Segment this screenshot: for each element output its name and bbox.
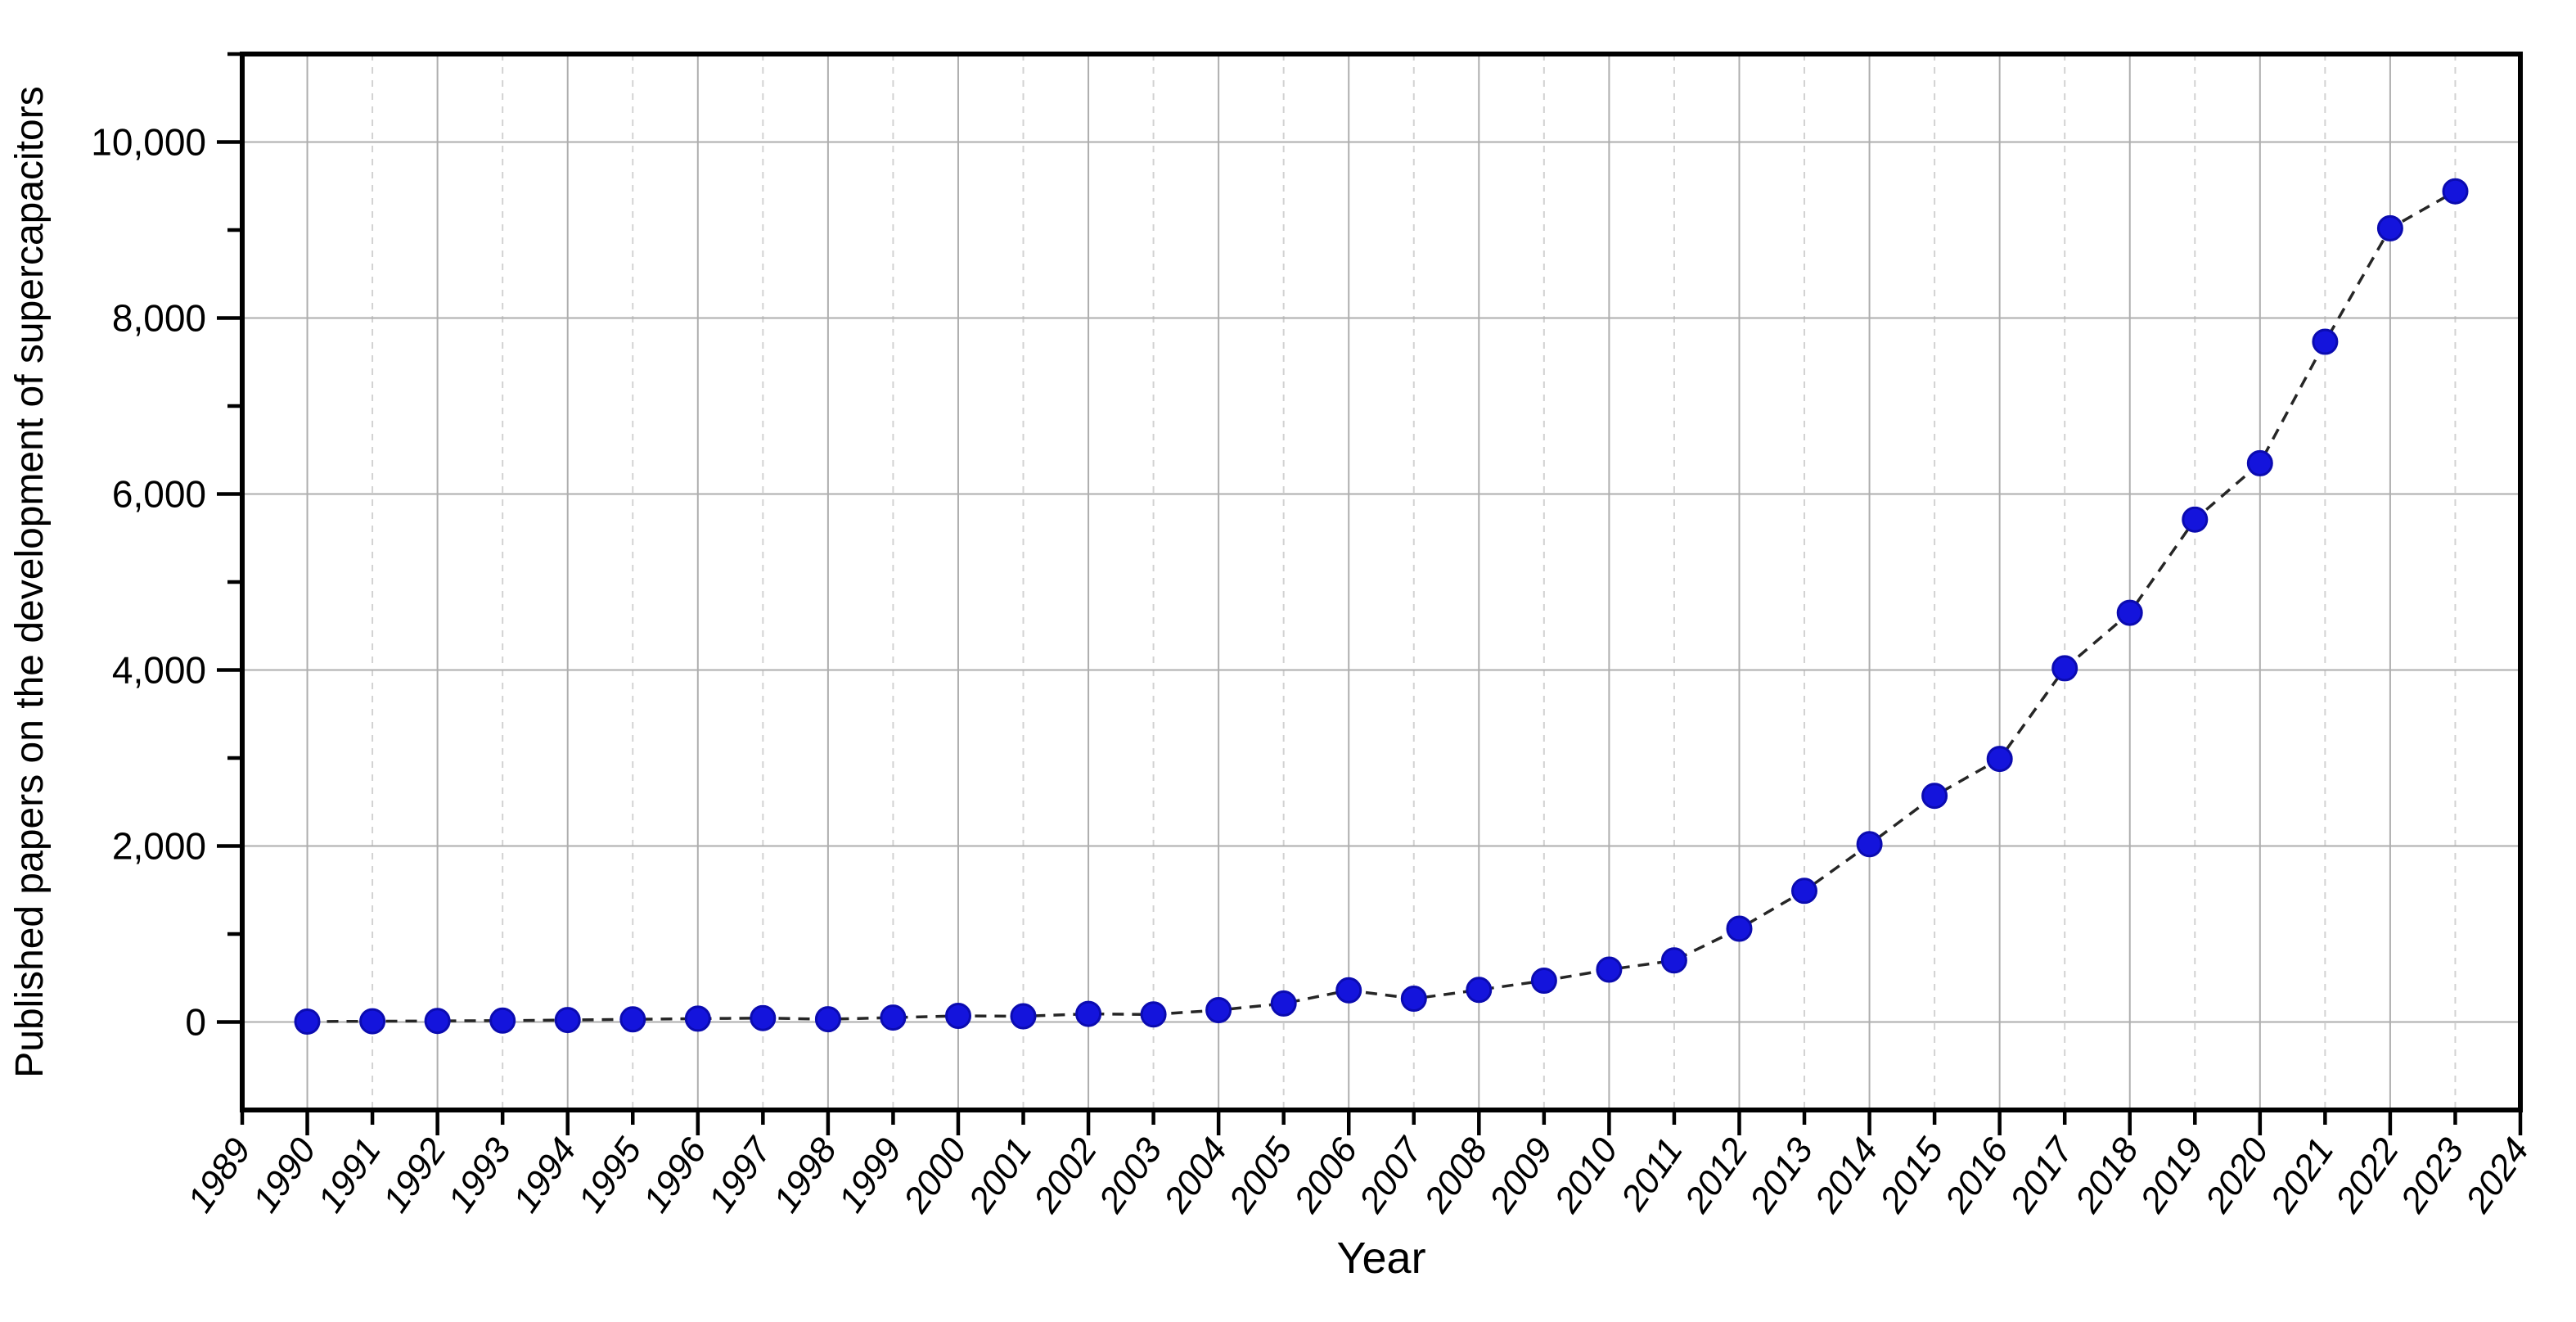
y-tick-label: 2,000	[112, 825, 206, 868]
data-point	[750, 1004, 777, 1031]
data-point	[814, 1006, 841, 1033]
data-point	[1986, 746, 2013, 773]
x-tick-label: 2003	[1091, 1130, 1170, 1220]
x-tick-label: 2016	[1937, 1130, 2016, 1220]
x-tick-label: 1999	[831, 1131, 909, 1220]
data-point	[1270, 990, 1297, 1017]
x-tick-label: 2018	[2067, 1130, 2146, 1220]
x-tick-label: 2005	[1221, 1130, 1300, 1220]
x-tick-label: 2022	[2327, 1131, 2407, 1220]
x-tick-label: 1994	[506, 1131, 584, 1220]
data-point	[1075, 1000, 1102, 1027]
data-point	[1335, 977, 1362, 1004]
y-tick-label: 6,000	[112, 473, 206, 516]
data-point	[554, 1007, 581, 1034]
x-tick-label: 1998	[766, 1130, 845, 1220]
plot-border	[240, 52, 2523, 1112]
x-tick-label: 2013	[1741, 1130, 1821, 1220]
x-tick-label: 1993	[440, 1130, 520, 1220]
data-point	[619, 1006, 646, 1033]
data-point	[424, 1008, 451, 1035]
x-tick-label: 2020	[2197, 1130, 2277, 1220]
data-point	[1856, 831, 1883, 858]
x-tick-label: 2008	[1416, 1130, 1496, 1220]
data-point	[1660, 947, 1687, 974]
data-point	[489, 1007, 516, 1034]
x-tick-label: 2021	[2263, 1131, 2342, 1220]
data-point	[1596, 956, 1623, 983]
data-point	[359, 1008, 386, 1035]
x-tick-label: 1992	[376, 1131, 454, 1220]
y-axis-title: Published papers on the development of s…	[8, 86, 52, 1077]
data-point	[1726, 915, 1753, 942]
x-tick-label: 2007	[1351, 1130, 1431, 1220]
data-point	[2116, 599, 2143, 626]
data-point	[684, 1005, 711, 1032]
x-tick-label: 2006	[1286, 1130, 1366, 1220]
data-point	[880, 1004, 907, 1031]
data-point	[2246, 449, 2273, 476]
data-point	[2442, 178, 2469, 205]
y-tick-label: 4,000	[112, 649, 206, 692]
x-tick-label: 2000	[895, 1130, 975, 1220]
data-point	[1791, 878, 1817, 905]
x-tick-label: 1989	[180, 1131, 259, 1220]
y-tick-label: 8,000	[112, 297, 206, 340]
data-point	[1010, 1003, 1037, 1030]
x-axis-title: Year	[1336, 1234, 1425, 1283]
x-tick-label: 1996	[636, 1130, 715, 1220]
x-tick-label: 2014	[1807, 1131, 1886, 1220]
x-tick-label: 2019	[2132, 1131, 2212, 1220]
y-tick-label: 10,000	[91, 121, 206, 164]
data-point	[2376, 214, 2403, 241]
data-point	[1205, 997, 1232, 1023]
x-tick-label: 2004	[1155, 1131, 1235, 1220]
series-line	[307, 190, 2457, 1023]
x-tick-label: 2010	[1547, 1130, 1626, 1220]
x-tick-label: 1990	[245, 1130, 324, 1220]
series-layer	[294, 178, 2469, 1035]
data-point	[945, 1003, 971, 1029]
data-point	[1140, 1001, 1167, 1028]
axis-layer	[217, 52, 2523, 1135]
data-point	[1466, 977, 1493, 1004]
x-tick-label: 1997	[700, 1130, 780, 1220]
x-tick-label: 2023	[2393, 1130, 2472, 1220]
grid-layer	[242, 54, 2520, 1110]
x-tick-label: 2011	[1613, 1131, 1691, 1218]
x-tick-label: 2002	[1025, 1131, 1105, 1220]
data-point	[1921, 783, 1948, 810]
data-point	[2312, 328, 2339, 355]
data-point	[2051, 655, 2078, 682]
x-tick-label: 2001	[961, 1131, 1040, 1220]
x-tick-label: 2024	[2457, 1131, 2537, 1220]
x-tick-label: 2012	[1677, 1131, 1756, 1220]
x-tick-label: 2017	[2002, 1130, 2083, 1220]
x-tick-label: 1991	[310, 1131, 389, 1220]
data-point	[1400, 986, 1427, 1012]
y-tick-label: 0	[185, 1001, 206, 1044]
x-tick-label: 1995	[570, 1130, 650, 1220]
x-tick-label: 2015	[1871, 1130, 1951, 1220]
x-tick-label: 2009	[1481, 1131, 1560, 1220]
data-point	[294, 1008, 321, 1035]
data-point	[2182, 506, 2209, 533]
data-point	[1530, 968, 1557, 994]
